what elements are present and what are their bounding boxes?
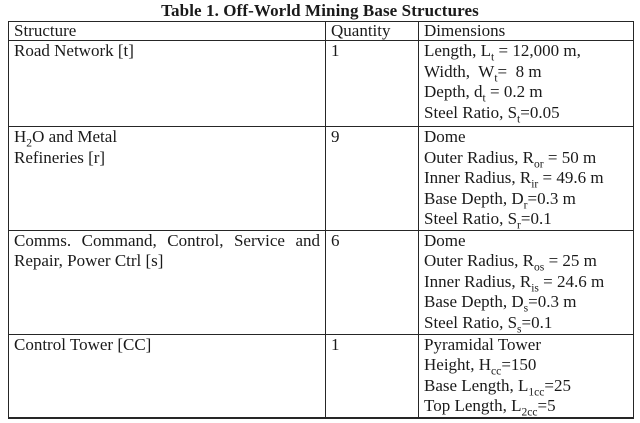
quantity-cell: 6 [325,229,419,335]
text-line: Pyramidal Tower [424,334,541,354]
structure-cell: Road Network [t] [8,40,326,127]
subscript: cc [491,364,502,378]
text-line: Depth, dt = 0.2 m [424,82,543,105]
text-line: Outer Radius, Ror = 50 m [424,147,597,170]
table-row: Control Tower [CC] 1 Pyramidal Tower Height… [8,333,634,419]
text-line: Steel Ratio, Sr=0.1 [424,209,552,230]
text-line: Top Length, L2cc=5 [424,396,556,418]
table-header: Structure Quantity Dimensions [8,21,634,41]
subscript: 2 [26,136,33,150]
subscript: s [523,301,529,315]
text-line: Height, Hcc=150 [424,355,537,378]
subscript: t [491,50,495,64]
text-line: Steel Ratio, Ss=0.1 [424,312,553,334]
table-caption: Table 1. Off-World Mining Base Structure… [161,1,479,20]
subscript: 2cc [521,405,538,418]
quantity-cell: 9 [325,126,419,231]
subscript: ir [531,177,539,191]
structure-cell: Comms. Command, Control, Service and Repa… [8,229,326,335]
text-line: Length, Lt = 12,000 m, [424,41,581,64]
subscript: is [531,280,539,294]
text-line: Width, Wt= 8 m [424,61,542,84]
table-body: Road Network [t] 1 Length, Lt = 12,000 m, W… [8,40,634,419]
structure-cell: Control Tower [CC] [8,333,326,419]
table-row: H2O and Metal Refineries [r] 9 Dome Outer Ra… [8,126,634,231]
subscript: s [517,321,522,334]
text-line: Base Depth, Dr=0.3 m [424,188,576,211]
dimensions-cell: Length, Lt = 12,000 m, Width, Wt= 8 m Dept… [418,40,634,127]
column-header-dimensions: Dimensions [418,21,634,41]
text-line: Dome [424,230,466,250]
column-header-structure: Structure [8,21,326,41]
subscript: t [482,91,486,105]
structure-cell: H2O and Metal Refineries [r] [8,126,326,231]
subscript: t [494,70,498,84]
header-row: Structure Quantity Dimensions [8,21,634,41]
quantity-cell: 1 [325,333,419,419]
table-row: Road Network [t] 1 Length, Lt = 12,000 m, W… [8,40,634,127]
column-header-quantity: Quantity [325,21,419,41]
subscript: or [534,156,544,170]
text-line: Steel Ratio, St=0.05 [424,102,560,125]
text-line: Comms. Command, Control, Service and [14,230,320,250]
subscript: r [523,197,528,211]
text-line: Dome [424,127,466,146]
text-line: Outer Radius, Ros = 25 m [424,251,597,274]
text-line: Control Tower [CC] [14,334,152,354]
subscript: r [517,218,521,230]
text-line: Road Network [t] [14,41,134,61]
text-line: Base Length, L1cc=25 [424,375,571,398]
text-line: Refineries [r] [14,147,106,167]
table-row: Comms. Command, Control, Service and Repa… [8,229,634,335]
dimensions-cell: Dome Outer Radius, Ror = 50 m Inner Radius… [418,126,634,231]
quantity-cell: 1 [325,40,419,127]
subscript: t [517,111,521,125]
text-line: Repair, Power Ctrl [s] [14,251,164,270]
text-line: Inner Radius, Ris = 24.6 m [424,271,605,294]
subscript: 1cc [528,384,545,398]
subscript: os [534,260,545,274]
text-line: H2O and Metal [14,127,118,150]
text-line: Base Depth, Ds=0.3 m [424,292,577,315]
structures-table: Structure Quantity Dimensions Road Netwo… [8,21,634,419]
dimensions-cell: Dome Outer Radius, Ros = 25 m Inner Radius… [418,229,634,335]
dimensions-cell: Pyramidal Tower Height, Hcc=150 Base Lengt… [418,333,634,419]
text-line: Inner Radius, Rir = 49.6 m [424,168,604,191]
